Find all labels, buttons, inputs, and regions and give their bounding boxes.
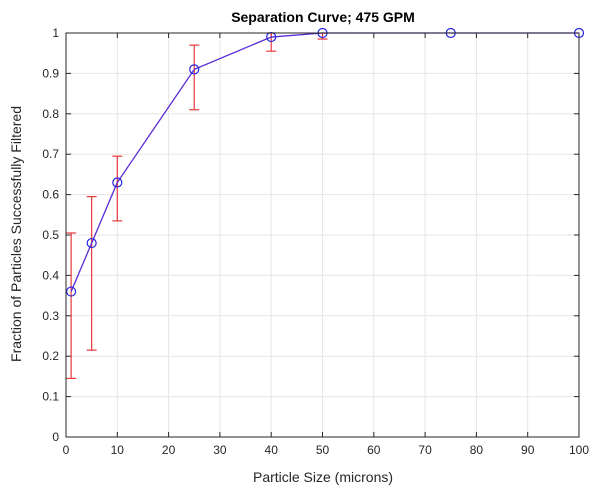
x-tick-label: 20 [162,443,176,457]
error-bar [189,44,200,111]
x-tick-label: 100 [569,443,589,457]
y-tick-label: 0.1 [42,390,59,404]
data-point [86,237,97,249]
error-bar [66,232,77,380]
x-axis-label: Particle Size (microns) [253,469,393,485]
data-point [112,177,123,188]
chart-title: Separation Curve; 475 GPM [231,9,415,25]
y-tick-label: 0 [52,430,59,444]
x-tick-label: 80 [470,443,484,457]
error-bar [112,155,123,222]
y-tick-label: 0.9 [42,66,59,80]
error-bars [66,32,328,380]
plot-border [65,32,580,438]
error-bar [86,196,97,351]
x-tick-label: 30 [213,443,227,457]
x-tick-label: 70 [418,443,432,457]
x-tick-label: 40 [265,443,279,457]
y-tick-label: 0.6 [42,188,59,202]
x-tick-label: 90 [521,443,535,457]
y-tick-label: 0.8 [42,107,59,121]
x-tick-label: 60 [367,443,381,457]
y-tick-label: 0.2 [42,349,59,363]
y-tick-label: 0.4 [42,268,59,282]
y-tick-label: 0.5 [42,228,59,242]
y-axis-label: Fraction of Particles Successfully Filte… [8,106,24,362]
x-tick-label: 50 [316,443,330,457]
axis-ticks: 0 10 20 30 40 50 60 70 80 90 100 0 0.1 0.2 0.3 0.4 0.5 0.… [42,26,589,457]
data-point [66,286,77,297]
y-tick-label: 1 [52,26,59,40]
x-tick-label: 10 [111,443,125,457]
data-point [189,64,200,75]
y-tick-label: 0.3 [42,309,59,323]
y-tick-label: 0.7 [42,147,59,161]
x-tick-label: 0 [63,443,70,457]
